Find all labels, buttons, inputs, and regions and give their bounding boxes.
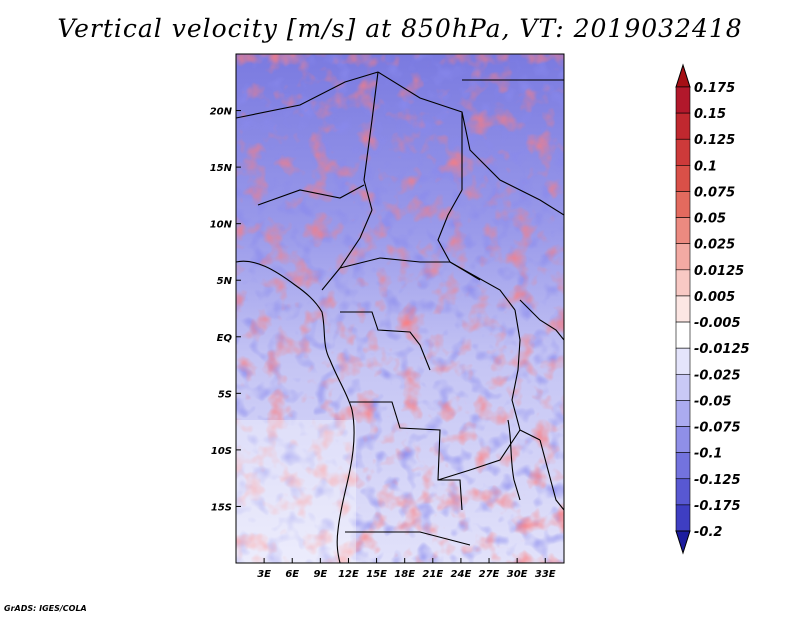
colorbar-label: 0.075	[694, 185, 735, 200]
border-namibia	[345, 531, 471, 546]
latitude-axis: 20N 15N 10N 5N EQ 5S 10S 15S	[210, 107, 241, 513]
colorbar-label: 0.05	[694, 212, 726, 227]
colorbar-swatch	[675, 400, 691, 427]
lon-tick-label: 12E	[338, 569, 359, 580]
lat-tick-label: 10S	[211, 446, 232, 457]
colorbar-swatch	[675, 86, 691, 114]
lon-tick-label: 3E	[257, 569, 271, 580]
lat-tick-label: 5N	[217, 276, 233, 287]
velocity-field	[236, 54, 564, 563]
border-niger-chad	[363, 71, 379, 211]
country-borders	[236, 71, 564, 563]
border-nigeria-north	[257, 184, 365, 206]
colorbar-swatch	[675, 243, 691, 271]
border-car	[339, 257, 516, 311]
lon-tick-label: 27E	[479, 569, 500, 580]
colorbar-swatch	[675, 165, 691, 192]
lat-tick-label: 5S	[218, 389, 232, 400]
colorbar-label: -0.125	[694, 473, 741, 488]
lat-tick-label: EQ	[217, 333, 233, 344]
lon-tick-label: 30E	[507, 569, 528, 580]
colorbar-label: -0.05	[694, 394, 731, 409]
colorbar-label: -0.025	[694, 368, 741, 383]
colorbar: 0.175 0.15 0.125 0.1 0.075 0.05 0.025 0.0125 0.0…	[675, 63, 750, 555]
colorbar-swatch	[675, 321, 691, 349]
colorbar-label: -0.075	[694, 421, 741, 436]
colorbar-label: -0.1	[694, 447, 722, 462]
colorbar-swatch	[675, 191, 691, 218]
border-algeria-niger	[236, 71, 379, 119]
colorbar-swatch	[675, 373, 691, 401]
colorbar-swatch	[675, 347, 691, 375]
border-libya-chad	[377, 71, 463, 190]
colorbar-swatch	[675, 452, 691, 480]
lon-tick-label: 9E	[313, 569, 327, 580]
lon-tick-label: 33E	[535, 569, 556, 580]
colorbar-swatch	[675, 112, 691, 140]
colorbar-bottom-arrow	[675, 530, 691, 555]
colorbar-swatch	[675, 269, 691, 297]
colorbar-swatch	[675, 295, 691, 323]
border-sudan-east	[461, 111, 564, 216]
colorbar-label: 0.0125	[694, 264, 744, 279]
colorbar-label: -0.005	[694, 316, 741, 331]
border-zambia	[437, 429, 521, 481]
lat-tick-label: 20N	[210, 107, 233, 118]
colorbar-top-arrow	[675, 63, 691, 88]
colorbar-label: 0.175	[694, 81, 735, 96]
colorbar-swatch	[675, 478, 691, 506]
lon-tick-label: 24E	[451, 569, 472, 580]
border-cameroon	[321, 209, 373, 291]
colorbar-swatch	[675, 138, 691, 166]
grads-credit: GrADS: IGES/COLA	[4, 604, 87, 613]
lon-tick-label: 15E	[366, 569, 387, 580]
colorbar-label: 0.15	[694, 107, 726, 122]
colorbar-label: 0.1	[694, 159, 717, 174]
lon-tick-label: 18E	[394, 569, 415, 580]
coastline	[236, 260, 355, 563]
lat-tick-label: 10N	[210, 220, 233, 231]
colorbar-label: 0.125	[694, 133, 735, 148]
lat-tick-label: 15N	[210, 163, 233, 174]
colorbar-swatch	[675, 504, 691, 532]
border-east-africa	[519, 299, 564, 341]
plot-frame	[235, 53, 565, 564]
colorbar-label: -0.2	[694, 525, 722, 540]
longitude-axis: 3E 6E 9E 12E 15E 18E 21E 24E 27E 30E 33E	[257, 558, 556, 580]
lat-tick-label: 15S	[211, 502, 232, 513]
border-lake	[507, 419, 521, 501]
colorbar-label: 0.025	[694, 238, 735, 253]
colorbar-swatch	[675, 426, 691, 453]
border-drc-east	[511, 309, 541, 441]
colorbar-label: -0.0125	[694, 342, 750, 357]
lon-tick-label: 6E	[285, 569, 299, 580]
colorbar-swatch	[675, 217, 691, 245]
map-title: Vertical velocity [m/s] at 850hPa, VT: 2…	[57, 14, 743, 43]
colorbar-label: -0.175	[694, 499, 741, 514]
border-congo	[340, 311, 431, 371]
border-angola	[350, 401, 463, 511]
lon-tick-label: 21E	[422, 569, 443, 580]
colorbar-label: 0.005	[694, 290, 735, 305]
border-mozambique	[539, 439, 564, 511]
